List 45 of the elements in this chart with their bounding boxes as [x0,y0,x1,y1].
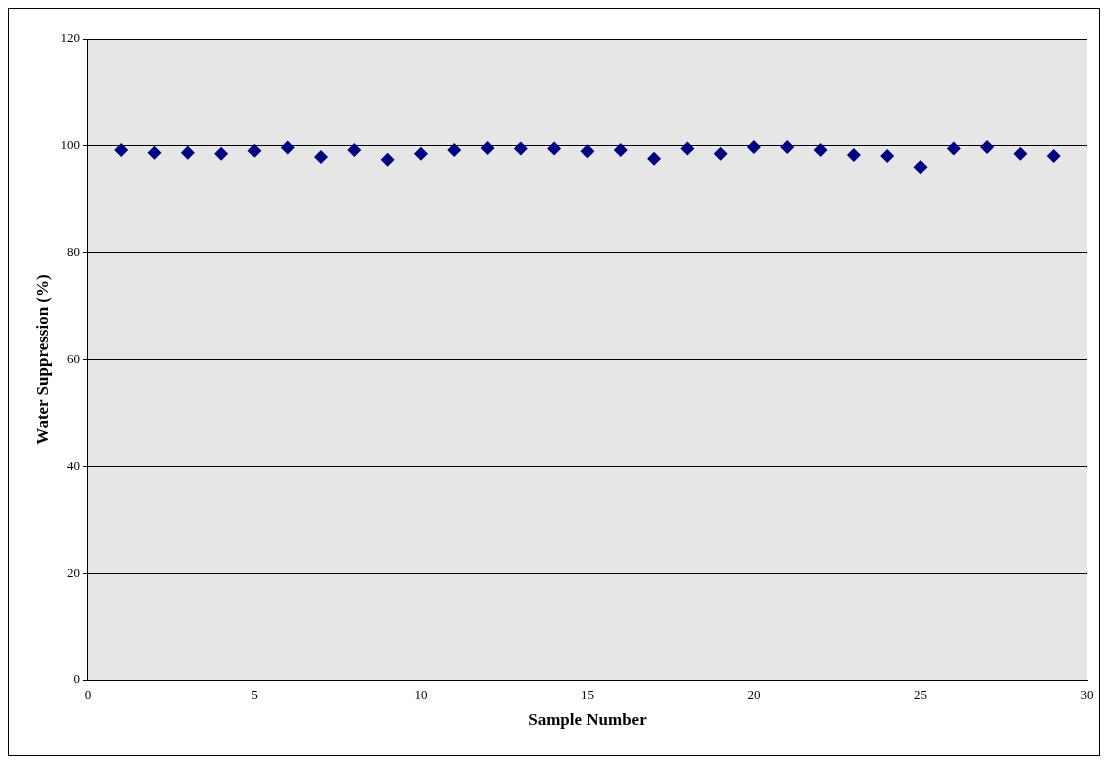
x-tick-label: 0 [84,687,92,703]
point [214,146,229,161]
point [846,147,861,162]
y-tick-label: 40 [66,457,80,473]
point [946,141,961,156]
y-tick-label: 0 [73,671,80,687]
point [1046,148,1061,163]
point [913,160,928,175]
point [780,139,795,154]
point [314,150,329,165]
point [547,141,562,156]
point [513,141,528,156]
x-tick-label: 10 [414,687,428,703]
point [180,145,195,160]
point [247,143,262,158]
x-tick-label: 5 [251,687,258,703]
point [880,148,895,163]
point [647,151,662,166]
point [580,144,595,159]
point [813,143,828,158]
y-tick-label: 80 [66,244,80,260]
point [480,140,495,155]
y-tick-label: 20 [66,564,80,580]
y-tick-label: 120 [60,30,80,46]
x-tick-label: 20 [747,687,761,703]
point [413,146,428,161]
point [680,141,695,156]
y-axis-title: Water Suppression (%) [32,274,52,445]
point [713,146,728,161]
y-tick-label: 60 [66,350,80,366]
point [280,140,295,155]
y-tick-label: 100 [60,137,80,153]
point [613,143,628,158]
point [114,143,129,158]
point [447,143,462,158]
point [380,152,395,167]
x-axis-title: Sample Number [528,710,648,730]
point [980,139,995,154]
point [746,139,761,154]
point [347,143,362,158]
x-tick-label: 15 [580,687,594,703]
point [1013,146,1028,161]
point [147,145,162,160]
x-tick-label: 25 [913,687,927,703]
x-tick-label: 30 [1080,687,1094,703]
